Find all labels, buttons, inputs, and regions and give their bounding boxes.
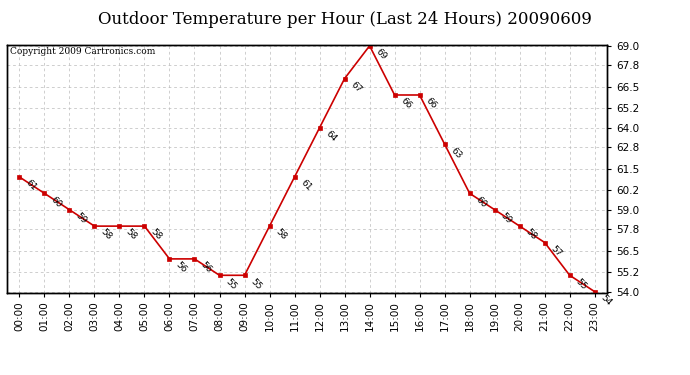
Text: 60: 60 [48,195,63,209]
Text: 58: 58 [99,228,113,242]
Text: 66: 66 [399,96,413,111]
Text: 54: 54 [599,293,613,308]
Text: 64: 64 [324,129,338,144]
Text: 59: 59 [499,211,513,226]
Text: 58: 58 [124,228,138,242]
Text: 58: 58 [148,228,163,242]
Text: 66: 66 [424,96,438,111]
Text: 58: 58 [274,228,288,242]
Text: 55: 55 [248,277,263,291]
Text: 56: 56 [174,260,188,275]
Text: 63: 63 [448,146,463,160]
Text: 57: 57 [549,244,563,258]
Text: 61: 61 [299,178,313,193]
Text: 69: 69 [374,47,388,62]
Text: 55: 55 [574,277,589,291]
Text: Copyright 2009 Cartronics.com: Copyright 2009 Cartronics.com [10,48,155,57]
Text: 61: 61 [23,178,38,193]
Text: Outdoor Temperature per Hour (Last 24 Hours) 20090609: Outdoor Temperature per Hour (Last 24 Ho… [98,11,592,28]
Text: 58: 58 [524,228,538,242]
Text: 59: 59 [74,211,88,226]
Text: 67: 67 [348,80,363,94]
Text: 60: 60 [474,195,489,209]
Text: 55: 55 [224,277,238,291]
Text: 56: 56 [199,260,213,275]
